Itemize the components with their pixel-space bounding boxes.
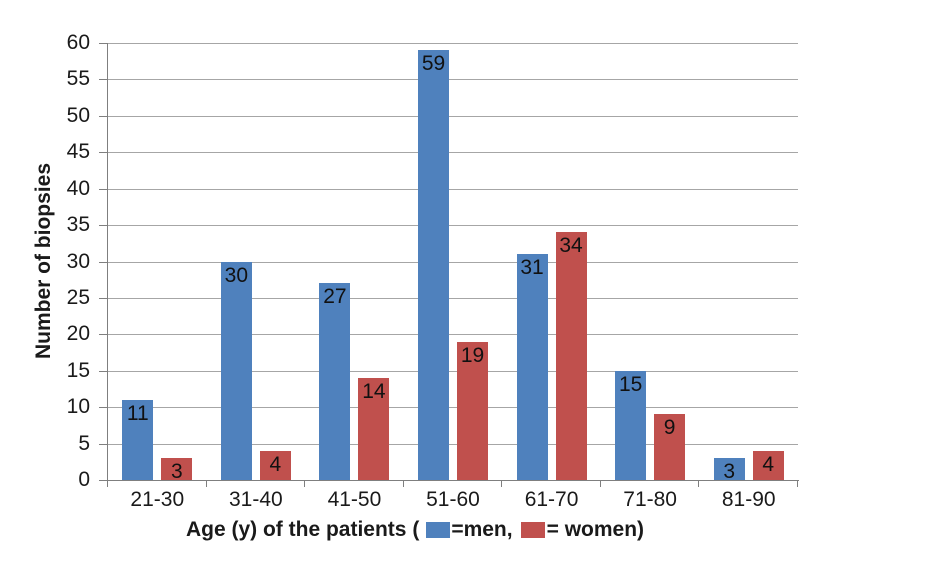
plot-area: 11 30 27 59 31 15 3 3 4 14 19 34 9 4 bbox=[108, 43, 798, 483]
y-axis-tick-35 bbox=[99, 225, 107, 227]
y-tick-label-5: 5 bbox=[78, 431, 90, 455]
bar-value-label: 59 bbox=[421, 52, 446, 76]
x-axis-tick-3 bbox=[402, 481, 404, 487]
x-tick-label-21-30: 21-30 bbox=[130, 488, 185, 511]
y-axis-tick-0 bbox=[99, 480, 107, 481]
y-axis-tick-30 bbox=[99, 261, 107, 263]
y-tick-label-45: 45 bbox=[66, 140, 90, 164]
gridline-45 bbox=[108, 152, 798, 154]
y-axis-tick-40 bbox=[99, 188, 107, 190]
bar-value-label: 14 bbox=[362, 380, 386, 404]
y-axis-tick-45 bbox=[99, 152, 107, 154]
y-tick-label-50: 50 bbox=[66, 103, 90, 127]
gridline-10 bbox=[108, 407, 798, 409]
gridline-20 bbox=[108, 334, 798, 336]
bar-women-71-80: 9 bbox=[654, 414, 686, 480]
gridline-30 bbox=[108, 261, 798, 263]
bar-women-51-60: 19 bbox=[457, 341, 488, 480]
gridline-35 bbox=[108, 225, 798, 227]
y-tick-label-20: 20 bbox=[66, 322, 90, 346]
bar-women-61-70: 34 bbox=[555, 232, 587, 480]
y-axis-line bbox=[107, 43, 108, 481]
bar-men-41-50: 27 bbox=[319, 283, 351, 480]
bar-value-label: 31 bbox=[520, 256, 544, 280]
bar-men-21-30: 11 bbox=[122, 399, 154, 480]
x-tick-label-41-50: 41-50 bbox=[327, 488, 382, 511]
bar-value-label: 4 bbox=[269, 452, 282, 476]
bar-value-label: 34 bbox=[559, 234, 583, 258]
y-axis-tick-15 bbox=[99, 370, 107, 372]
bar-men-61-70: 31 bbox=[516, 254, 548, 480]
x-tick-label-51-60: 51-60 bbox=[426, 488, 480, 511]
x-axis-title: Age (y) of the patients ( =men, = women) bbox=[70, 518, 760, 542]
y-tick-label-55: 55 bbox=[66, 67, 90, 91]
x-axis-tick-4 bbox=[501, 481, 503, 487]
x-tick-label-31-40: 31-40 bbox=[228, 488, 283, 511]
x-tick-label-71-80: 71-80 bbox=[623, 488, 677, 511]
bar-value-label: 3 bbox=[170, 460, 183, 484]
bar-women-81-90: 4 bbox=[752, 450, 784, 480]
bar-men-71-80: 15 bbox=[615, 370, 647, 480]
y-axis-tick-25 bbox=[99, 297, 107, 299]
bar-value-label: 19 bbox=[460, 343, 485, 367]
x-axis-tick-6 bbox=[698, 481, 700, 487]
y-tick-label-25: 25 bbox=[66, 285, 90, 309]
y-axis-tick-50 bbox=[99, 115, 107, 117]
y-axis-tick-5 bbox=[99, 443, 107, 445]
bar-women-41-50: 14 bbox=[358, 378, 390, 480]
x-axis-tick-2 bbox=[304, 481, 306, 487]
legend-swatch-women bbox=[520, 522, 545, 538]
x-axis-tick-0 bbox=[107, 481, 108, 487]
y-tick-label-15: 15 bbox=[66, 358, 90, 382]
y-axis-tick-10 bbox=[99, 407, 107, 409]
y-tick-label-30: 30 bbox=[66, 249, 90, 273]
bar-men-81-90: 3 bbox=[713, 458, 745, 483]
legend-label-men: =men, bbox=[451, 518, 513, 541]
y-axis-tick-55 bbox=[99, 79, 107, 81]
legend-swatch-men bbox=[426, 522, 451, 538]
bar-value-label: 9 bbox=[663, 416, 676, 440]
x-axis-line bbox=[107, 480, 799, 481]
y-axis-tick-20 bbox=[99, 334, 107, 336]
legend-label-women: = women) bbox=[546, 518, 645, 541]
gridline-40 bbox=[108, 188, 798, 190]
x-axis-title-prefix: Age (y) of the patients ( bbox=[185, 518, 420, 541]
bar-women-31-40: 4 bbox=[259, 450, 291, 480]
bar-women-21-30: 3 bbox=[161, 458, 193, 483]
x-axis-tick-7 bbox=[797, 481, 798, 487]
gridline-55 bbox=[108, 79, 798, 81]
bar-value-label: 4 bbox=[762, 452, 775, 476]
bar-value-label: 30 bbox=[224, 263, 249, 287]
bar-men-51-60: 59 bbox=[418, 50, 449, 480]
y-tick-label-60: 60 bbox=[66, 31, 90, 54]
x-axis-tick-1 bbox=[205, 481, 207, 487]
y-tick-label-40: 40 bbox=[66, 176, 90, 200]
gridline-50 bbox=[108, 115, 798, 117]
y-tick-label-35: 35 bbox=[66, 213, 90, 237]
bar-value-label: 27 bbox=[323, 285, 347, 309]
x-axis-tick-5 bbox=[599, 481, 601, 487]
bar-value-label: 15 bbox=[618, 372, 643, 396]
y-tick-label-10: 10 bbox=[66, 395, 90, 419]
bar-value-label: 11 bbox=[126, 401, 149, 425]
y-tick-label-0: 0 bbox=[78, 468, 90, 491]
gridline-15 bbox=[108, 370, 798, 372]
gridline-60 bbox=[108, 43, 798, 44]
x-tick-label-81-90: 81-90 bbox=[721, 488, 776, 511]
y-axis-tick-60 bbox=[99, 43, 107, 44]
gridline-25 bbox=[108, 297, 798, 299]
bar-value-label: 3 bbox=[723, 460, 736, 484]
bar-men-31-40: 30 bbox=[220, 261, 252, 480]
gridline-5 bbox=[108, 443, 798, 445]
x-tick-label-61-70: 61-70 bbox=[524, 488, 579, 511]
